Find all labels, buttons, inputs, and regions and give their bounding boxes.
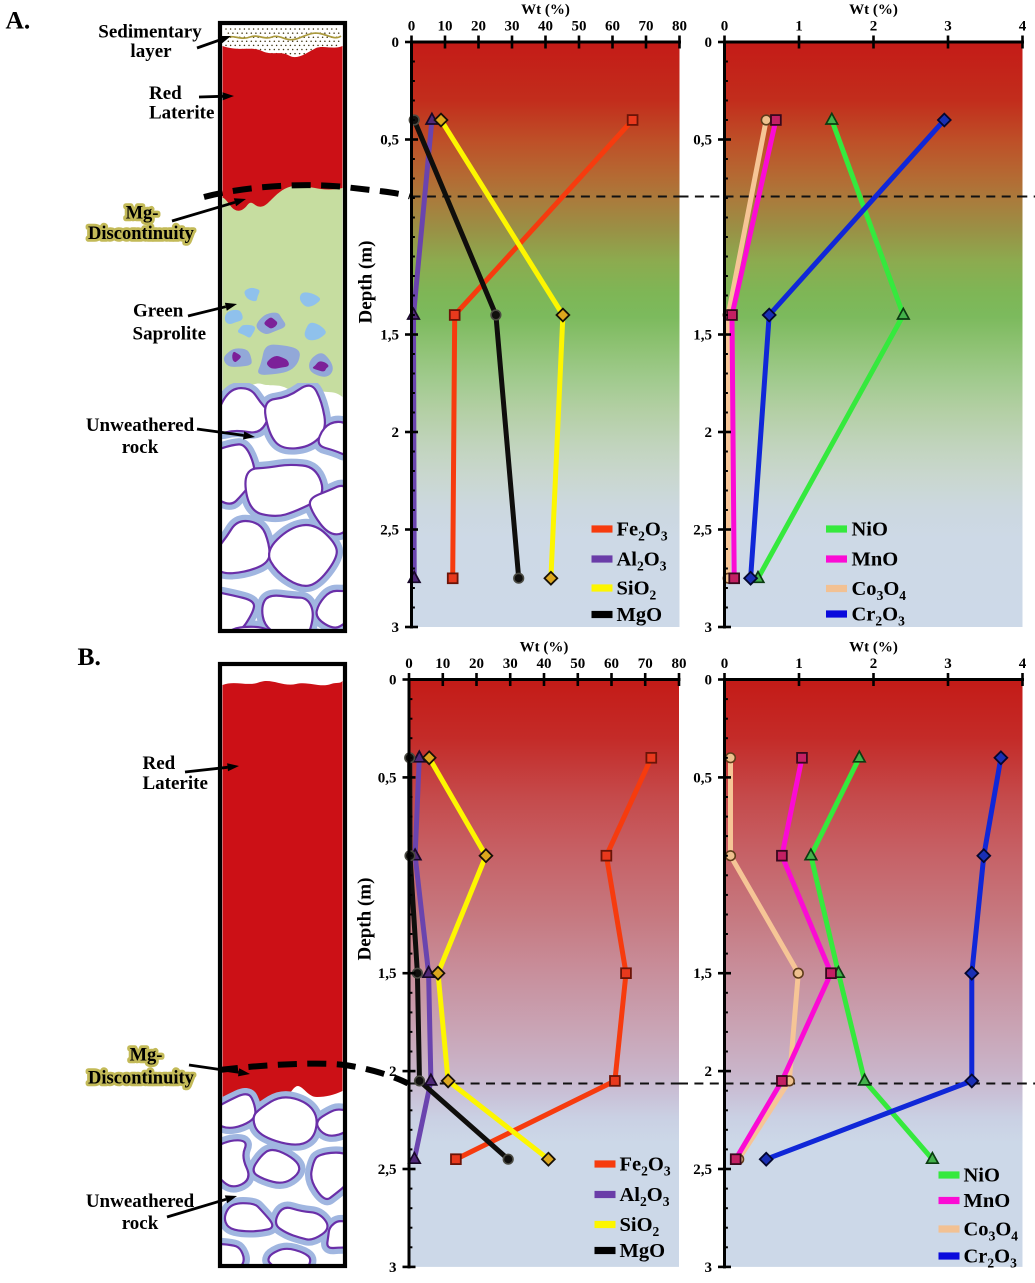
svg-text:20: 20	[471, 19, 486, 35]
svg-text:Laterite: Laterite	[143, 773, 208, 794]
svg-text:Cr2O3: Cr2O3	[964, 1246, 1018, 1271]
svg-text:2,5: 2,5	[693, 523, 712, 539]
svg-text:MgO: MgO	[617, 604, 663, 626]
svg-text:1,5: 1,5	[693, 328, 712, 344]
svg-text:2: 2	[389, 1064, 397, 1080]
svg-text:Co3O4: Co3O4	[852, 578, 907, 603]
svg-text:layer: layer	[130, 41, 172, 62]
svg-text:3: 3	[944, 19, 952, 35]
svg-text:2: 2	[870, 19, 878, 35]
svg-text:Mg-: Mg-	[126, 204, 159, 224]
svg-text:Mg-: Mg-	[130, 1046, 163, 1066]
svg-text:0: 0	[405, 656, 413, 672]
svg-text:60: 60	[604, 656, 619, 672]
svg-text:20: 20	[469, 656, 484, 672]
svg-text:2: 2	[705, 425, 713, 441]
svg-text:3: 3	[705, 620, 713, 636]
svg-text:2,5: 2,5	[378, 1162, 397, 1178]
svg-text:Green: Green	[133, 300, 184, 321]
svg-text:0: 0	[705, 673, 713, 689]
svg-text:MnO: MnO	[852, 549, 899, 571]
svg-text:80: 80	[672, 19, 687, 35]
svg-text:Depth (m): Depth (m)	[355, 878, 376, 961]
svg-text:MnO: MnO	[964, 1190, 1011, 1212]
svg-text:10: 10	[438, 19, 453, 35]
svg-text:0: 0	[721, 656, 729, 672]
svg-text:60: 60	[605, 19, 620, 35]
svg-text:1: 1	[795, 19, 803, 35]
svg-text:0,5: 0,5	[693, 770, 712, 786]
svg-text:70: 70	[639, 19, 654, 35]
svg-text:40: 40	[537, 656, 552, 672]
svg-text:2: 2	[392, 425, 400, 441]
svg-text:Discontinuity: Discontinuity	[88, 1069, 195, 1089]
svg-text:B.: B.	[78, 642, 101, 671]
svg-text:70: 70	[638, 656, 653, 672]
svg-text:4: 4	[1019, 656, 1027, 672]
svg-text:Unweathered: Unweathered	[86, 1191, 195, 1212]
svg-text:50: 50	[572, 19, 587, 35]
svg-text:Fe2O3: Fe2O3	[620, 1154, 671, 1179]
svg-text:2: 2	[705, 1064, 713, 1080]
svg-text:0,5: 0,5	[693, 133, 712, 149]
svg-text:30: 30	[505, 19, 520, 35]
svg-text:1,5: 1,5	[378, 966, 397, 982]
svg-text:Saprolite: Saprolite	[133, 324, 207, 345]
svg-text:Wt (%): Wt (%)	[520, 640, 569, 656]
svg-text:NiO: NiO	[964, 1165, 1000, 1187]
svg-text:Red: Red	[143, 753, 176, 774]
svg-text:Wt (%): Wt (%)	[849, 640, 898, 656]
svg-text:3: 3	[705, 1260, 713, 1276]
svg-text:2: 2	[870, 656, 878, 672]
svg-text:SiO2: SiO2	[620, 1214, 660, 1239]
svg-text:Wt (%): Wt (%)	[849, 2, 898, 18]
svg-text:Cr2O3: Cr2O3	[852, 604, 906, 629]
svg-text:rock: rock	[122, 437, 159, 458]
svg-text:0: 0	[389, 673, 397, 689]
svg-text:Sedimentary: Sedimentary	[98, 22, 202, 43]
svg-text:0,5: 0,5	[378, 770, 397, 786]
svg-text:Red: Red	[149, 83, 182, 104]
svg-text:3: 3	[389, 1260, 397, 1276]
svg-text:Unweathered: Unweathered	[86, 415, 195, 436]
svg-text:30: 30	[503, 656, 518, 672]
svg-text:0: 0	[392, 35, 400, 51]
svg-text:50: 50	[570, 656, 585, 672]
svg-text:10: 10	[435, 656, 450, 672]
svg-text:Al2O3: Al2O3	[617, 549, 667, 574]
svg-text:0,5: 0,5	[380, 133, 399, 149]
svg-text:Laterite: Laterite	[149, 103, 214, 124]
svg-text:MgO: MgO	[620, 1240, 666, 1262]
svg-text:Al2O3: Al2O3	[620, 1184, 670, 1209]
svg-text:3: 3	[944, 656, 952, 672]
svg-text:Depth (m): Depth (m)	[356, 241, 377, 324]
svg-text:Co3O4: Co3O4	[964, 1219, 1019, 1244]
svg-text:0: 0	[408, 19, 416, 35]
svg-text:Discontinuity: Discontinuity	[88, 224, 195, 244]
svg-text:2,5: 2,5	[380, 523, 399, 539]
svg-text:1,5: 1,5	[380, 328, 399, 344]
svg-text:0: 0	[705, 35, 713, 51]
svg-text:A.: A.	[6, 6, 31, 35]
svg-text:1: 1	[795, 656, 803, 672]
svg-text:4: 4	[1019, 19, 1027, 35]
svg-text:SiO2: SiO2	[617, 578, 657, 603]
svg-text:0: 0	[721, 19, 729, 35]
svg-text:80: 80	[672, 656, 687, 672]
svg-text:40: 40	[538, 19, 553, 35]
svg-text:rock: rock	[122, 1213, 159, 1234]
svg-text:2,5: 2,5	[693, 1162, 712, 1178]
svg-text:NiO: NiO	[852, 519, 888, 541]
svg-text:3: 3	[392, 620, 400, 636]
svg-text:Wt (%): Wt (%)	[521, 2, 570, 18]
svg-text:1,5: 1,5	[693, 966, 712, 982]
svg-text:Fe2O3: Fe2O3	[617, 519, 668, 544]
